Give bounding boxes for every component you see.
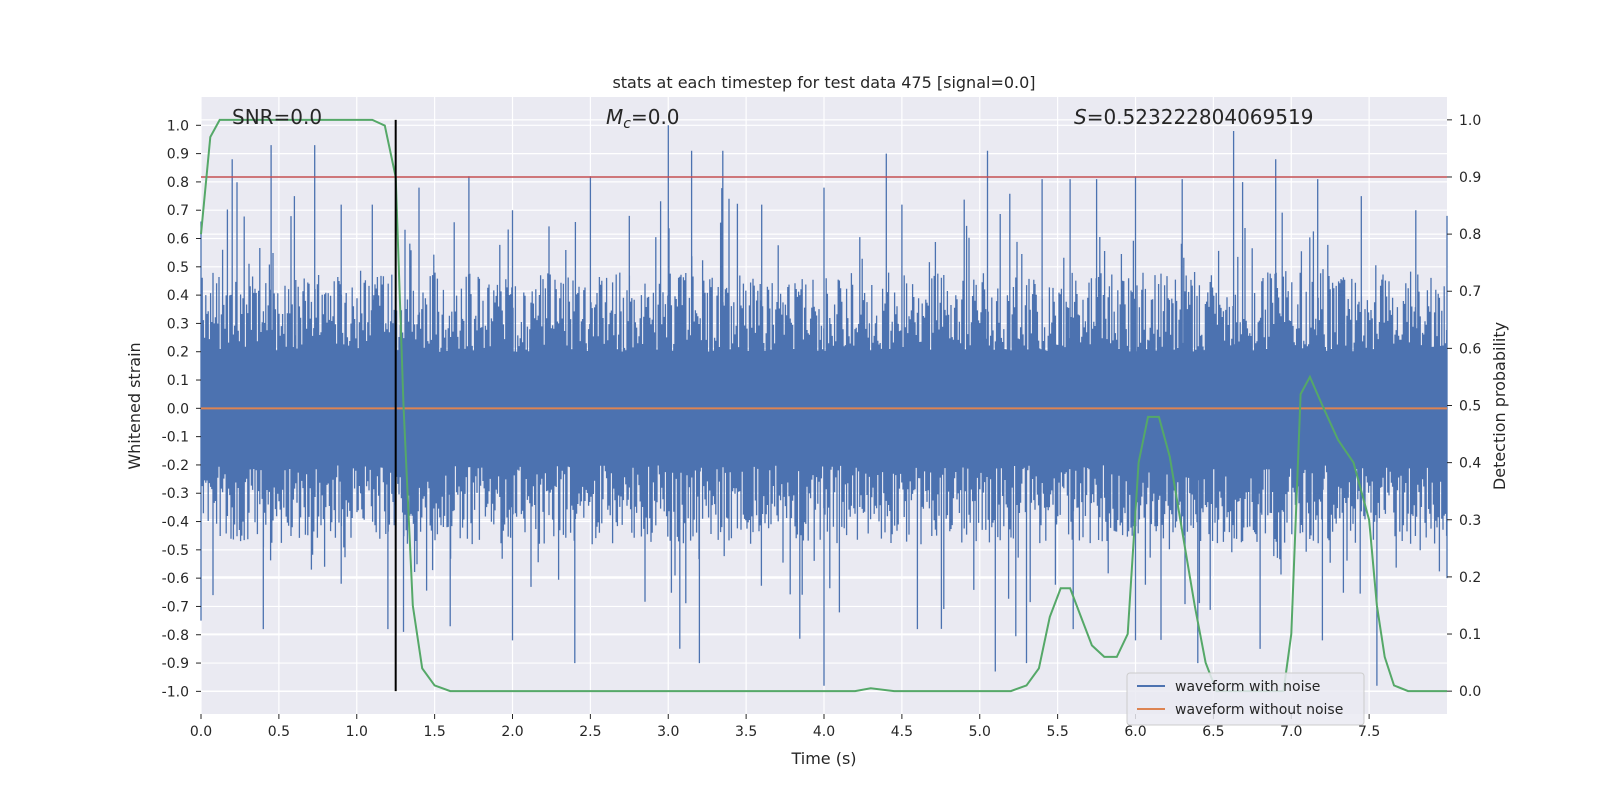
x-tick-label: 6.0 xyxy=(1124,724,1146,740)
x-tick-label: 4.5 xyxy=(891,724,913,740)
y-left-tick-label: 0.3 xyxy=(167,316,189,332)
chart-title: stats at each timestep for test data 475… xyxy=(612,73,1035,92)
y-left-tick-label: -0.1 xyxy=(162,430,189,446)
y-left-tick-label: -0.4 xyxy=(162,515,189,531)
waveform-with-noise-series xyxy=(200,125,1448,686)
x-tick-label: 0.5 xyxy=(268,724,290,740)
mc-value: =0.0 xyxy=(631,105,680,129)
score-annotation: S=0.523222804069519 xyxy=(1074,105,1313,129)
s-symbol: S xyxy=(1074,105,1087,129)
y-right-tick-labels: 1.0 0.9 0.8 0.7 0.6 0.5 0.4 0.3 0.2 0.1 0.0 xyxy=(1447,113,1481,700)
y-right-tick-label: 0.5 xyxy=(1459,399,1481,415)
y-right-tick-label: 0.3 xyxy=(1459,513,1481,529)
y-left-tick-label: -0.6 xyxy=(162,571,189,587)
y-right-tick-label: 0.1 xyxy=(1459,627,1481,643)
mc-symbol: M xyxy=(606,105,623,129)
y-left-tick-label: 0.9 xyxy=(167,147,189,163)
x-tick-label: 2.5 xyxy=(579,724,601,740)
x-tick-label: 4.0 xyxy=(813,724,835,740)
noise-waveform-path xyxy=(200,125,1448,686)
chirp-mass-annotation: Mc=0.0 xyxy=(606,105,680,132)
y-right-tick-label: 1.0 xyxy=(1459,113,1481,129)
legend: waveform with noise waveform without noi… xyxy=(1126,672,1365,726)
y-right-tick-label: 0.6 xyxy=(1459,341,1481,357)
y-left-tick-label: -0.2 xyxy=(162,458,189,474)
s-value: =0.523222804069519 xyxy=(1087,105,1314,129)
y-left-tick-label: -1.0 xyxy=(162,684,189,700)
y-right-tick-label: 0.7 xyxy=(1459,284,1481,300)
y-left-tick-label: 0.2 xyxy=(167,345,189,361)
detection-probability-line xyxy=(200,118,1447,693)
x-tick-labels: 0.0 0.5 1.0 1.5 2.0 2.5 3.0 3.5 4.0 4.5 5.0 5.5 6.0 6… xyxy=(190,714,1380,740)
x-tick-label: 3.0 xyxy=(657,724,679,740)
x-tick-label: 7.0 xyxy=(1280,724,1302,740)
y-left-tick-label: -0.8 xyxy=(162,628,189,644)
x-tick-label: 6.5 xyxy=(1202,724,1224,740)
x-tick-label: 7.5 xyxy=(1358,724,1380,740)
y-left-tick-label: 0.4 xyxy=(167,288,189,304)
legend-label-noise: waveform with noise xyxy=(1175,679,1320,695)
y-left-tick-label: -0.3 xyxy=(162,486,189,502)
x-tick-label: 5.5 xyxy=(1046,724,1068,740)
y-right-tick-label: 0.0 xyxy=(1459,684,1481,700)
snr-annotation: SNR=0.0 xyxy=(232,105,322,129)
x-tick-label: 0.0 xyxy=(190,724,212,740)
y-left-tick-label: 0.6 xyxy=(167,232,189,248)
y-left-tick-labels: 1.0 0.9 0.8 0.7 0.6 0.5 0.4 0.3 0.2 0.1 0.0 -0.1 -0.… xyxy=(162,118,201,700)
y-left-tick-label: 0.1 xyxy=(167,373,189,389)
y-left-tick-label: 0.5 xyxy=(167,260,189,276)
y-left-tick-label: -0.9 xyxy=(162,656,189,672)
legend-label-clean: waveform without noise xyxy=(1175,702,1343,718)
legend-box xyxy=(1126,672,1365,726)
x-tick-label: 1.5 xyxy=(423,724,445,740)
x-tick-label: 1.0 xyxy=(346,724,368,740)
x-tick-label: 2.0 xyxy=(501,724,523,740)
y-left-tick-label: -0.5 xyxy=(162,543,189,559)
y-right-tick-label: 0.2 xyxy=(1459,570,1481,586)
x-tick-label: 3.5 xyxy=(735,724,757,740)
x-axis-label: Time (s) xyxy=(790,749,856,768)
y-left-axis-label: Whitened strain xyxy=(125,342,144,469)
y-right-tick-label: 0.9 xyxy=(1459,170,1481,186)
y-left-tick-label: -0.7 xyxy=(162,599,189,615)
mc-subscript: c xyxy=(623,116,631,132)
y-left-tick-label: 1.0 xyxy=(167,118,189,134)
y-left-tick-label: 0.7 xyxy=(167,203,189,219)
y-right-tick-label: 0.8 xyxy=(1459,227,1481,243)
x-tick-label: 5.0 xyxy=(969,724,991,740)
line-series xyxy=(200,118,1447,693)
y-right-tick-label: 0.4 xyxy=(1459,456,1481,472)
y-right-axis-label: Detection probability xyxy=(1490,322,1509,490)
y-left-tick-label: 0.0 xyxy=(167,401,189,417)
y-left-tick-label: 0.8 xyxy=(167,175,189,191)
